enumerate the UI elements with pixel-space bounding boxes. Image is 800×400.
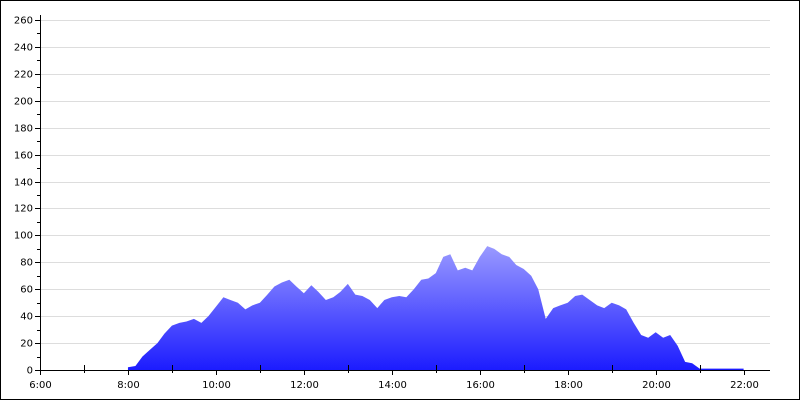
y-tick-label: 160 [14, 151, 33, 162]
x-tick-label: 18:00 [554, 380, 583, 391]
y-tick-label: 260 [14, 16, 33, 27]
y-tick-label: 100 [14, 231, 33, 242]
y-tick-label: 0 [27, 366, 33, 377]
x-tick-label: 12:00 [290, 380, 319, 391]
y-tick-label: 60 [20, 285, 33, 296]
x-tick-label: 20:00 [642, 380, 671, 391]
area [127, 246, 744, 370]
y-tick-label: 140 [14, 178, 33, 189]
x-tick-label: 6:00 [29, 380, 51, 391]
y-tick-label: 180 [14, 124, 33, 135]
y-tick-label: 120 [14, 204, 33, 215]
x-tick-label: 14:00 [378, 380, 407, 391]
x-tick-label: 8:00 [117, 380, 139, 391]
y-tick-label: 80 [20, 258, 33, 269]
y-tick-label: 240 [14, 43, 33, 54]
y-tick-label: 20 [20, 339, 33, 350]
y-tick-label: 40 [20, 312, 33, 323]
y-tick-label: 200 [14, 97, 33, 108]
y-tick-label: 220 [14, 70, 33, 81]
x-tick-label: 22:00 [730, 380, 759, 391]
x-tick-label: 10:00 [202, 380, 231, 391]
x-tick-label: 16:00 [466, 380, 495, 391]
